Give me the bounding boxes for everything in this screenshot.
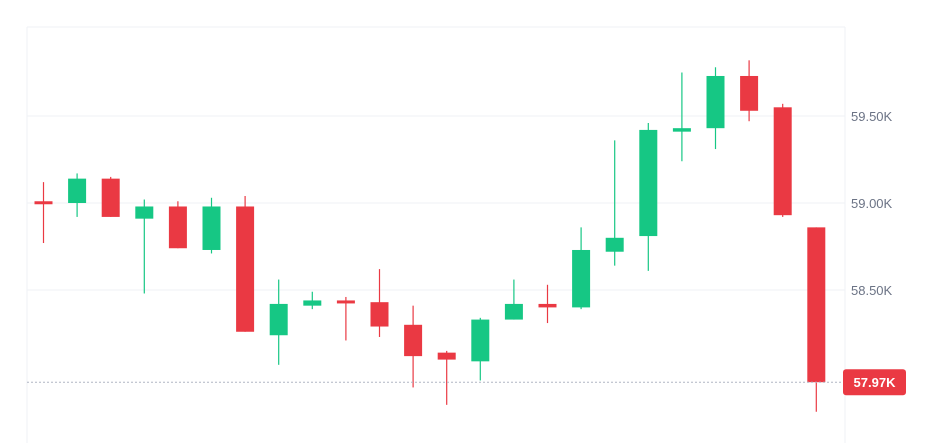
current-price-marker: 57.97K <box>27 369 906 396</box>
candle <box>538 284 557 324</box>
candle <box>437 350 456 405</box>
candle <box>202 197 221 254</box>
candle-body <box>101 178 120 217</box>
candle-body <box>404 324 423 357</box>
candle-body <box>437 352 456 360</box>
current-price-label: 57.97K <box>854 375 897 390</box>
candle <box>471 317 490 381</box>
candle-body <box>773 107 792 216</box>
candle-body <box>672 128 691 132</box>
candle-body <box>168 206 187 249</box>
candle-body <box>370 302 389 327</box>
candle <box>135 199 154 294</box>
candle-body <box>68 178 87 203</box>
candle-body <box>202 206 221 250</box>
candle-body <box>807 227 826 383</box>
candle <box>269 279 288 365</box>
candle <box>706 67 725 150</box>
candle-body <box>303 300 322 306</box>
y-tick-label: 58.50K <box>851 283 893 298</box>
candle-body <box>740 75 759 111</box>
candle <box>807 227 826 412</box>
candle-body <box>639 129 658 237</box>
candle-body <box>572 249 591 308</box>
candle <box>672 72 691 162</box>
candle <box>34 182 53 244</box>
candle-body <box>538 303 557 308</box>
y-axis-ticks: 59.50K 59.00K 58.50K <box>851 109 893 298</box>
candles <box>34 60 826 412</box>
y-tick-label: 59.50K <box>851 109 893 124</box>
candle <box>639 122 658 271</box>
candle <box>336 296 355 341</box>
candle-body <box>504 303 523 320</box>
candle <box>740 60 759 122</box>
candle <box>504 279 523 320</box>
candle-body <box>269 303 288 336</box>
candle <box>68 173 87 217</box>
candle <box>236 196 255 332</box>
candle-body <box>706 75 725 129</box>
candle <box>370 269 389 337</box>
candle-body <box>336 300 355 304</box>
candle <box>101 176 120 217</box>
candle <box>605 140 624 266</box>
candle-body <box>34 201 53 205</box>
candle <box>168 201 187 249</box>
candle-body <box>471 319 490 362</box>
current-price-badge <box>843 369 906 396</box>
candle-body <box>135 206 154 219</box>
candle <box>773 103 792 217</box>
candle-body <box>236 206 255 332</box>
candle <box>404 305 423 388</box>
candle-body <box>605 237 624 252</box>
candle <box>303 291 322 310</box>
candle <box>572 227 591 310</box>
y-tick-label: 59.00K <box>851 196 893 211</box>
grid-lines <box>27 115 845 291</box>
